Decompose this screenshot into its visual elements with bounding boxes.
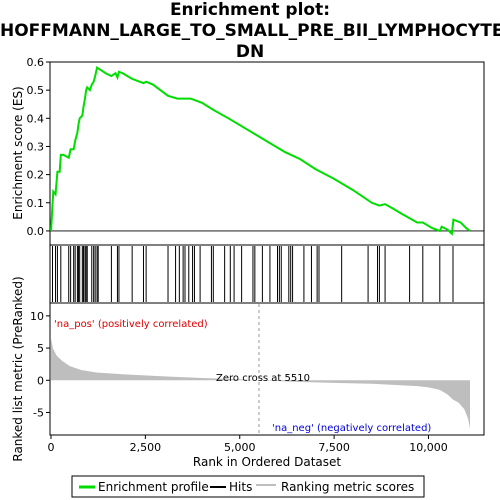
metric-y-axis: -5 0 5 10 [30, 310, 50, 420]
metric-y-axis-title: Ranked list metric (PreRanked) [11, 276, 25, 461]
es-y-tick-label: 0.0 [27, 225, 45, 238]
pos-correlated-label: 'na_pos' (positively correlated) [54, 319, 208, 330]
x-tick-label: 0 [48, 441, 55, 454]
es-y-tick-label: 0.1 [27, 197, 45, 210]
neg-correlated-label: 'na_neg' (negatively correlated) [272, 423, 431, 434]
x-tick-label: 5,000 [224, 441, 256, 454]
es-y-tick-label: 0.2 [27, 169, 45, 182]
legend-hits-label: Hits [229, 480, 252, 494]
es-y-tick-label: 0.4 [27, 112, 45, 125]
hits-panel-frame [50, 245, 484, 303]
legend: Enrichment profile Hits Ranking metric s… [72, 476, 424, 497]
es-y-tick-label: 0.5 [27, 84, 45, 97]
x-tick-label: 7,500 [318, 441, 350, 454]
legend-metric-label: Ranking metric scores [281, 480, 414, 494]
metric-x-axis: 0 2,500 5,000 7,500 10,000 [48, 435, 448, 454]
x-tick-label: 2,500 [130, 441, 162, 454]
metric-y-tick-label: 5 [37, 342, 44, 355]
es-y-tick-label: 0.6 [27, 56, 45, 69]
metric-y-tick-label: -5 [33, 406, 44, 419]
es-panel: 0.0 0.1 0.2 0.3 0.4 0.5 0.6 Enrichment score (… [11, 56, 484, 245]
es-y-axis: 0.0 0.1 0.2 0.3 0.4 0.5 0.6 [27, 56, 51, 238]
es-y-axis-title: Enrichment score (ES) [11, 86, 25, 219]
metric-panel: -5 0 5 10 0 2,500 5,000 7,500 10,000 'na_pos' (… [11, 276, 484, 469]
metric-y-tick-label: 10 [30, 310, 44, 323]
x-axis-title: Rank in Ordered Dataset [193, 455, 341, 469]
x-tick-label: 10,000 [409, 441, 448, 454]
metric-y-tick-label: 0 [37, 374, 44, 387]
es-panel-frame [50, 62, 484, 245]
legend-enrichment-label: Enrichment profile [98, 480, 209, 494]
es-y-tick-label: 0.3 [27, 140, 45, 153]
zero-cross-label: Zero cross at 5510 [216, 373, 310, 384]
